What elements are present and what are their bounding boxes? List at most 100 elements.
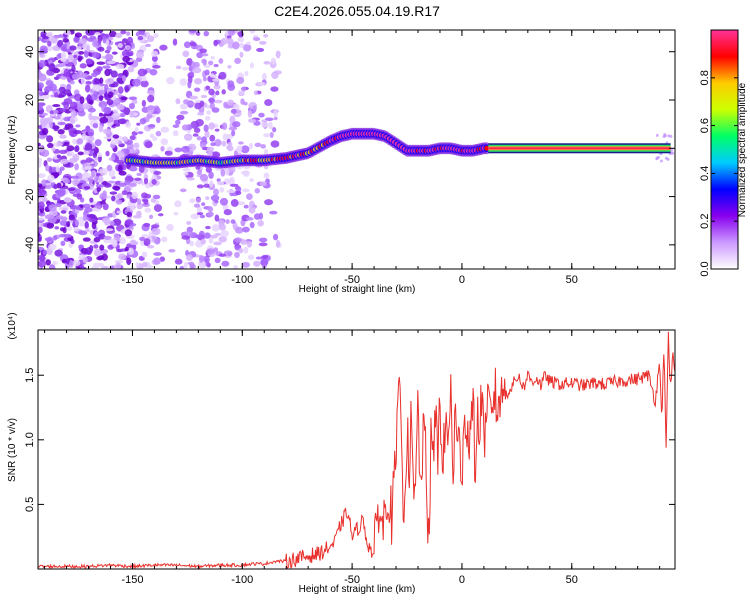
spectrogram-noise-cell [52,261,58,266]
spectrogram-noise-cell [60,52,67,59]
spectrogram-noise-cell [227,80,235,88]
spectrogram-noise-cell [252,105,257,112]
spectrogram-noise-cell [214,214,220,222]
spectrogram-noise-cell [196,136,202,141]
spectrogram-noise-cell [54,116,61,120]
spectrogram-noise-cell [213,84,221,90]
spectrogram-noise-cell [207,211,214,217]
spectrogram-noise-cell [56,189,66,197]
spectrogram-noise-cell [199,141,207,149]
spectrogram-noise-cell [227,64,232,69]
spectrogram-noise-cell [146,90,155,95]
spectrogram-noise-cell [235,190,242,195]
spectrogram-noise-cell [144,193,152,199]
spectrogram-noise-cell [110,265,115,269]
spectrogram-noise-cell [49,121,54,129]
spectrogram-noise-cell [230,219,236,224]
spectrogram-noise-cell [153,252,162,257]
spectrogram-noise-cell [203,183,211,188]
spectrogram-noise-cell [229,115,236,124]
spectrogram-frame [37,29,676,270]
spectrogram-noise-cell [82,237,91,242]
spectrogram-noise-cell [128,96,137,101]
spectrogram-noise-cell [48,63,56,72]
spectrogram-noise-cell [101,253,108,261]
spectrogram-noise-cell [235,185,242,193]
snr-line-group [38,331,675,569]
spectrogram-noise-cell [105,150,110,157]
spectrogram-noise-cell [117,164,123,173]
spectrogram-noise-cell [137,35,144,41]
spectrogram-noise-cell [59,115,64,122]
spectrogram-noise-cell [196,170,203,175]
spectrogram-noise-cell [261,121,268,128]
spectrogram-noise-cell [218,235,227,243]
spectrogram-noise-cell [193,203,201,208]
spectrogram-noise-cell [211,107,220,113]
spectrogram-noise-cell [226,189,236,194]
spectrogram-noise-cell [227,99,235,106]
spectrogram-noise-cell [93,244,99,249]
spectrogram-noise-cell [208,122,215,130]
spectrogram-noise-cell [218,58,224,64]
spectrogram-noise-cell [263,172,270,179]
colorbar-tick-label: 0.4 [699,166,711,181]
spectrogram-noise-cell [208,88,215,96]
spectrogram-noise-cell [264,199,274,206]
spectrogram-noise-cell [91,171,96,178]
spectrogram-noise-cell [67,187,76,191]
spectrogram-noise-cell [79,264,85,269]
spectrogram-noise-cell [84,221,89,230]
spectrogram-noise-cell [204,130,210,138]
spectrogram-noise-cell [261,255,269,259]
spectrogram-noise-cell [147,94,155,103]
spectrogram-noise-cell [83,185,91,190]
spectrogram-noise-cell [109,220,115,226]
spectrogram-noise-cell [44,237,53,242]
spectrogram-noise-cell [662,135,666,139]
spectrogram-noise-cell [168,249,176,253]
spectrogram-noise-cell [239,51,244,58]
spectrogram-noise-cell [73,226,80,232]
snr-y-axis-label: SNR (10 * v/v) [7,418,18,482]
spectrogram-noise-cell [63,141,70,147]
spectrogram-noise-cell [45,185,52,190]
snr-x-tick-label: -100 [231,574,253,586]
spectrogram-noise-cell [38,90,44,97]
spectrogram-noise-cell [77,110,86,117]
snr-scale-label: (x10⁴) [7,312,18,339]
spectrogram-noise-cell [213,247,219,253]
spectrogram-noise-cell [225,219,230,224]
spectrogram-noise-cell [132,214,142,219]
spectrogram-noise-cell [117,118,127,125]
spectrogram-noise-cell [275,50,281,59]
spectrogram-noise-cell [101,265,110,269]
spectrogram-noise-cell [187,80,192,89]
spectrogram-noise-cell [181,145,190,153]
spectrogram-noise-cell [221,122,228,131]
spectrogram-noise-cell [191,61,196,70]
spectrogram-noise-cell [126,31,131,37]
spectrogram-noise-cell [146,105,154,111]
spectrogram-y-tick-label: 20 [24,94,36,106]
spectrogram-noise-cell [89,35,97,41]
spectrogram-noise-cell [185,101,195,105]
spectrogram-noise-cell [38,254,46,261]
spectrogram-noise-cell [62,73,72,78]
spectrogram-x-tick-label: -150 [121,274,143,286]
spectrogram-noise-cell [159,44,168,51]
spectrogram-noise-cell [143,177,149,185]
spectrogram-noise-cell [153,204,163,212]
spectrogram-noise-cell [61,216,68,222]
spectrogram-noise-cell [208,171,214,179]
spectrogram-noise-cell [144,43,152,47]
spectrogram-noise-cell [53,125,59,132]
spectrogram-noise-cell [48,165,53,174]
spectrogram-noise-cell [201,53,209,57]
spectrogram-noise-cell [258,237,268,243]
spectrogram-noise-cell [38,160,42,168]
spectrogram-noise-cell [121,49,130,57]
spectrogram-noise-cell [247,110,253,118]
spectrogram-noise-cell [84,150,90,156]
spectrogram-noise-cell [129,135,136,141]
